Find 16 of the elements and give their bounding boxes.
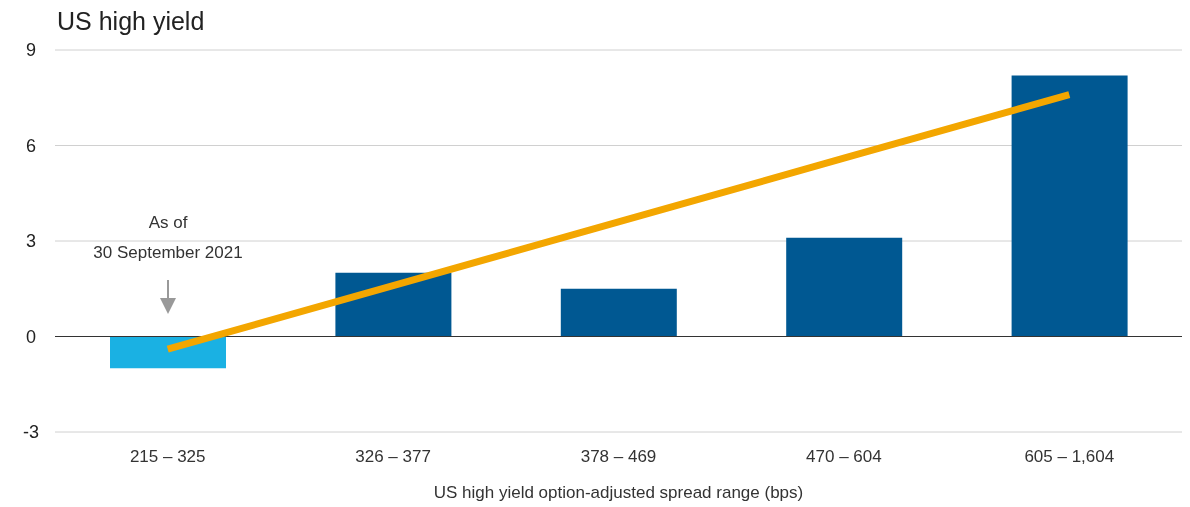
x-tick-label: 470 – 604 <box>806 447 882 467</box>
x-axis-title: US high yield option-adjusted spread range (bps) <box>433 483 804 502</box>
chart-title: US high yield <box>56 7 206 37</box>
y-tick-label: 6 <box>25 135 37 156</box>
bar <box>560 288 677 337</box>
y-tick-label: 0 <box>25 326 37 347</box>
y-tick-label: 3 <box>25 231 37 252</box>
annotation: As of 30 September 2021 <box>92 212 244 264</box>
y-tick-label: -3 <box>22 422 40 443</box>
x-tick-label: 605 – 1,604 <box>1024 447 1115 467</box>
y-tick-label: 9 <box>25 40 37 61</box>
x-tick-label: 326 – 377 <box>355 447 431 467</box>
x-tick-label: 215 – 325 <box>129 447 206 467</box>
x-tick-label: 378 – 469 <box>580 447 657 467</box>
bar <box>786 237 903 337</box>
bar <box>1011 75 1128 337</box>
